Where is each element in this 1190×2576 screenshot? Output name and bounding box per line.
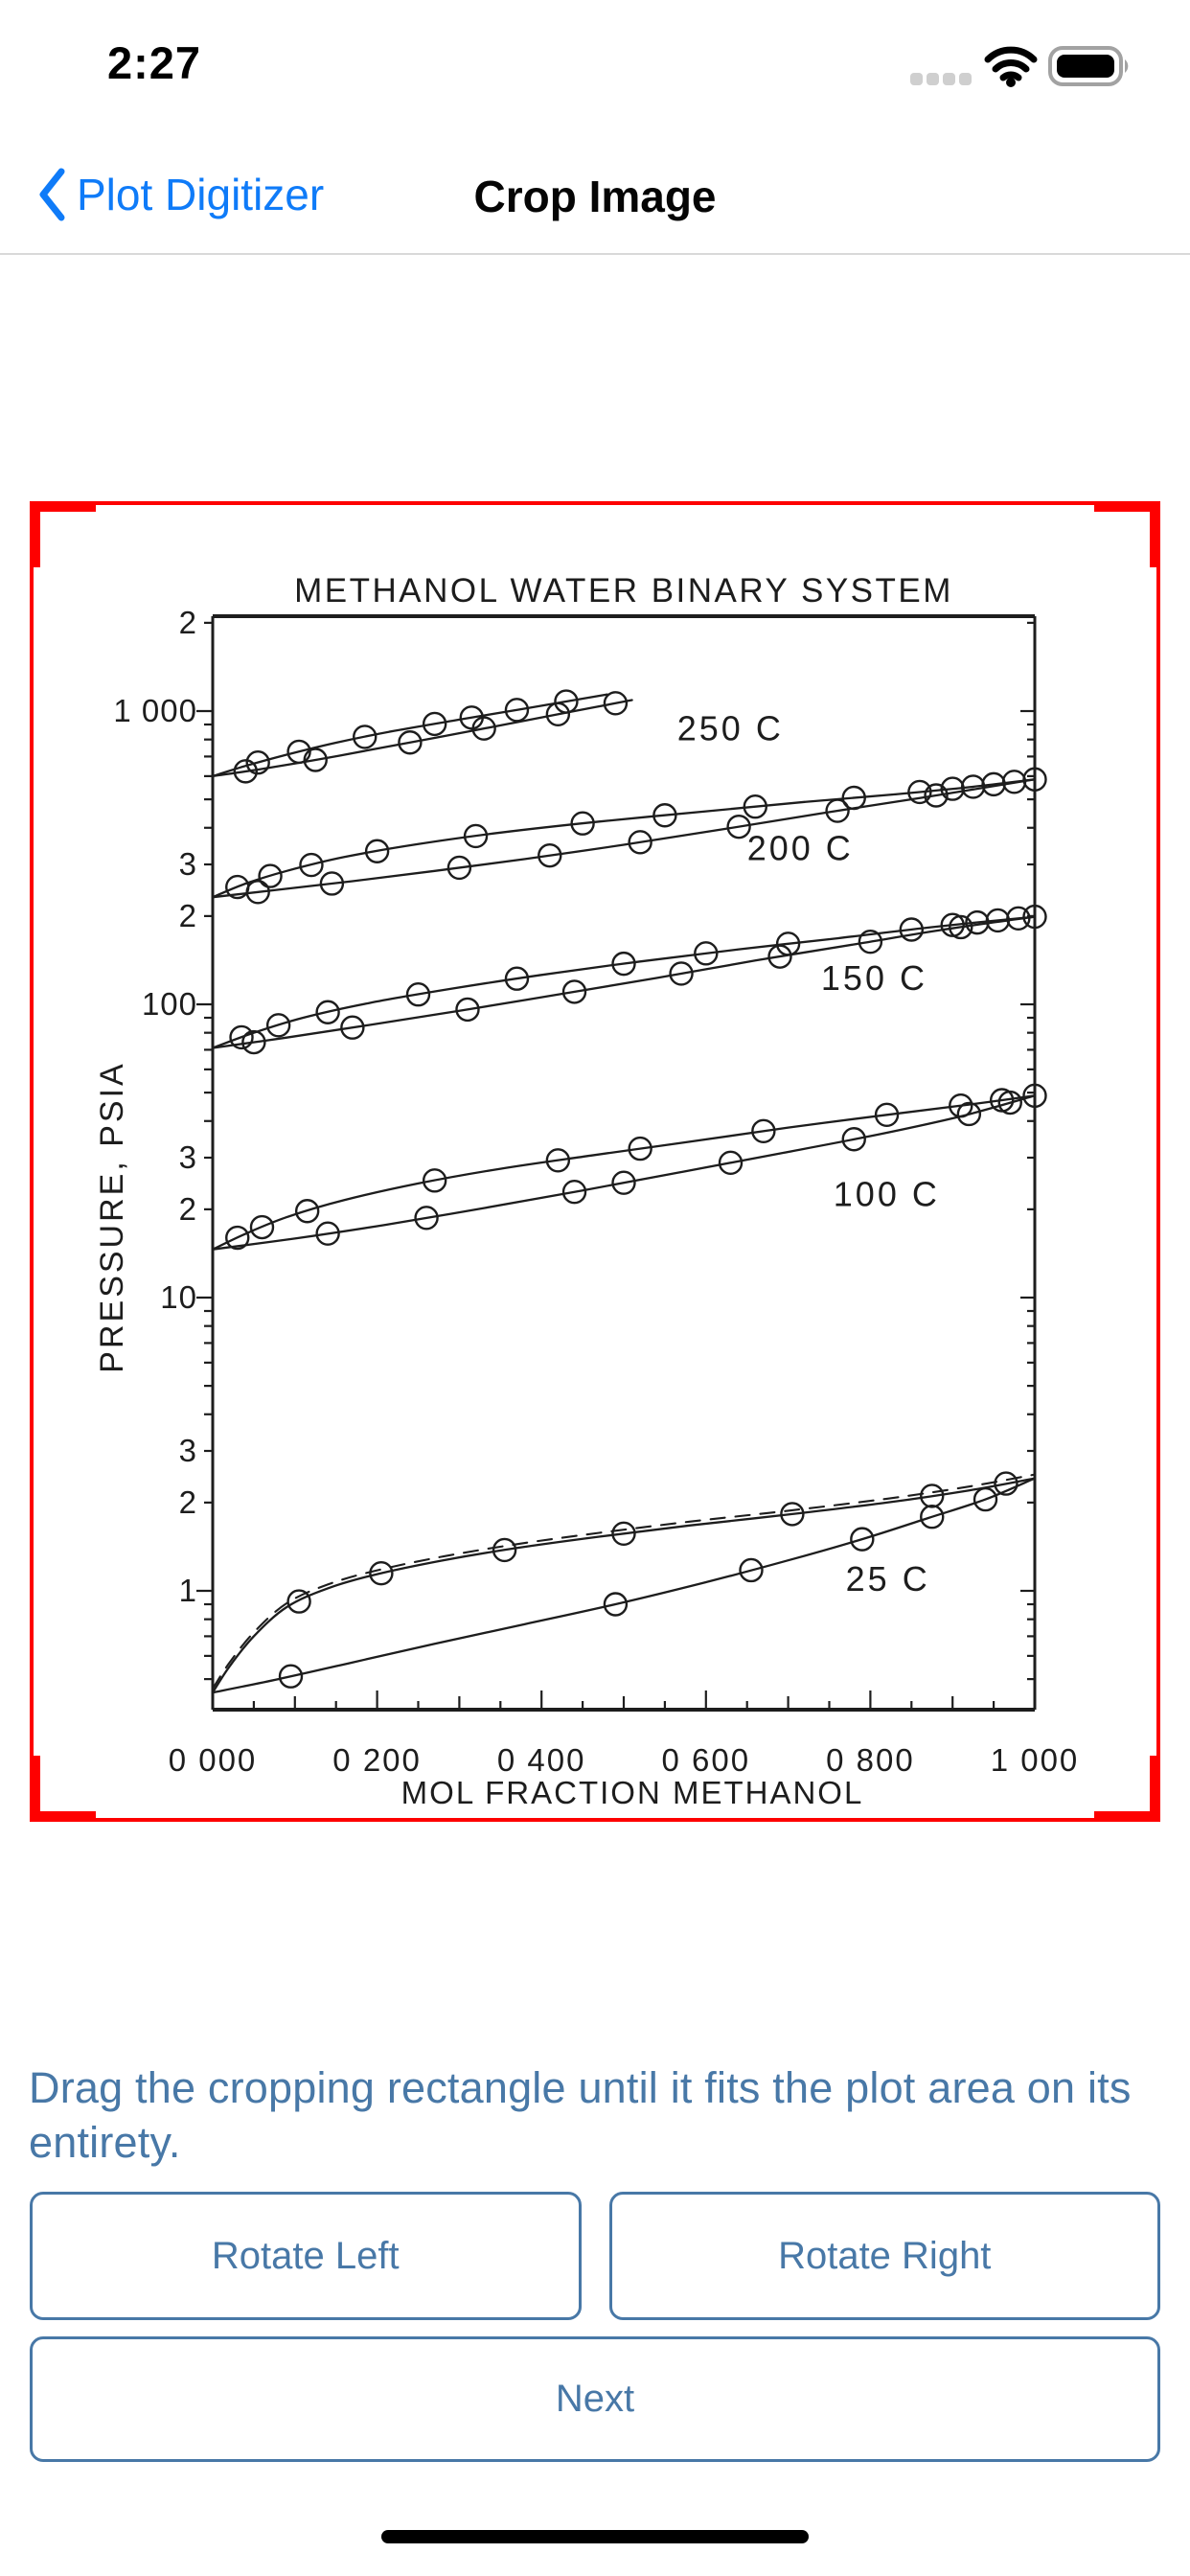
svg-text:0 200: 0 200 bbox=[332, 1742, 422, 1778]
back-button[interactable]: Plot Digitizer bbox=[36, 163, 324, 226]
instruction-text: Drag the cropping rectangle until it fit… bbox=[29, 2063, 1132, 2167]
svg-text:200 C: 200 C bbox=[747, 829, 854, 868]
clock: 2:27 bbox=[107, 37, 202, 88]
svg-text:3: 3 bbox=[179, 1139, 197, 1175]
plot-ticks bbox=[196, 621, 1037, 1710]
svg-text:0 400: 0 400 bbox=[497, 1742, 586, 1778]
crop-handle-bottom-right[interactable] bbox=[1094, 1756, 1160, 1822]
svg-text:100 C: 100 C bbox=[834, 1175, 940, 1214]
next-button[interactable]: Next bbox=[30, 2336, 1160, 2462]
svg-text:250 C: 250 C bbox=[677, 708, 784, 748]
svg-text:2: 2 bbox=[179, 898, 197, 933]
svg-text:10: 10 bbox=[160, 1279, 197, 1315]
svg-text:150 C: 150 C bbox=[821, 958, 927, 998]
rotate-button-row: Rotate Left Rotate Right bbox=[30, 2192, 1160, 2320]
rotate-right-button[interactable]: Rotate Right bbox=[608, 2192, 1160, 2320]
crop-handle-top-right[interactable] bbox=[1094, 501, 1160, 567]
svg-text:2: 2 bbox=[179, 605, 197, 640]
crop-rectangle[interactable] bbox=[30, 501, 1160, 1822]
svg-text:MOL FRACTION METHANOL: MOL FRACTION METHANOL bbox=[401, 1775, 864, 1810]
svg-text:1 000: 1 000 bbox=[991, 1742, 1080, 1778]
svg-text:1: 1 bbox=[179, 1573, 197, 1608]
crop-handle-bottom-left[interactable] bbox=[30, 1756, 96, 1822]
rotate-left-button[interactable]: Rotate Left bbox=[30, 2192, 582, 2320]
svg-text:0 800: 0 800 bbox=[826, 1742, 915, 1778]
svg-text:3: 3 bbox=[179, 846, 197, 882]
svg-text:2: 2 bbox=[179, 1191, 197, 1227]
chevron-left-icon bbox=[39, 168, 65, 221]
cellular-dots-icon bbox=[910, 73, 972, 85]
svg-text:2: 2 bbox=[179, 1484, 197, 1520]
svg-text:METHANOL WATER BINARY SYSTEM: METHANOL WATER BINARY SYSTEM bbox=[294, 572, 953, 610]
svg-text:PRESSURE, PSIA: PRESSURE, PSIA bbox=[94, 1061, 130, 1372]
svg-text:3: 3 bbox=[179, 1433, 197, 1468]
plot-image: 1 2 3 10 2 3 100 2 3 1 000 2 0 000 0 200 0 400 0 600 0 … bbox=[94, 572, 1080, 1810]
battery-icon bbox=[1048, 46, 1129, 86]
back-button-label: Plot Digitizer bbox=[77, 170, 325, 219]
svg-text:1 000: 1 000 bbox=[113, 693, 197, 728]
wifi-icon bbox=[984, 46, 1038, 87]
svg-text:100: 100 bbox=[142, 986, 197, 1022]
svg-text:0 000: 0 000 bbox=[169, 1742, 258, 1778]
svg-text:25 C: 25 C bbox=[846, 1559, 930, 1598]
plot-series bbox=[211, 689, 1047, 1694]
nav-divider bbox=[0, 253, 1190, 255]
home-indicator[interactable] bbox=[381, 2530, 809, 2543]
svg-text:0 600: 0 600 bbox=[662, 1742, 751, 1778]
plot-text: 1 2 3 10 2 3 100 2 3 1 000 2 0 000 0 200 0 400 0 600 0 … bbox=[94, 572, 1080, 1810]
crop-handle-top-left[interactable] bbox=[30, 501, 96, 567]
